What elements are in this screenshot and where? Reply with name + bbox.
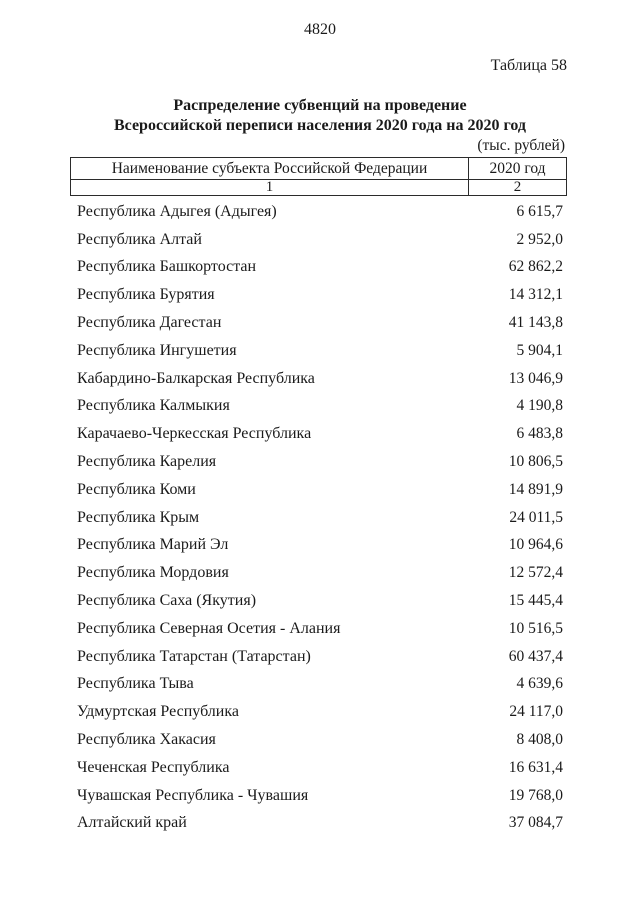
table-body: Республика Адыгея (Адыгея) 6 615,7 Респу… [70, 196, 567, 835]
subvention-amount: 14 891,9 [508, 480, 563, 498]
column-header-year: 2020 год [468, 158, 566, 179]
table-row: Республика Хакасия 8 408,0 [70, 724, 567, 752]
subvention-amount: 41 143,8 [508, 314, 563, 332]
region-name: Республика Башкортостан [77, 258, 257, 276]
subvention-amount: 10 964,6 [508, 536, 563, 554]
region-name: Республика Дагестан [77, 314, 222, 332]
table-row: Карачаево-Черкесская Республика 6 483,8 [70, 418, 567, 446]
table-row: Республика Крым 24 011,5 [70, 502, 567, 530]
table-row: Республика Мордовия 12 572,4 [70, 557, 567, 585]
table-header: Наименование субъекта Российской Федерац… [70, 157, 567, 196]
table-row: Республика Тыва 4 639,6 [70, 669, 567, 697]
title-line-1: Распределение субвенций на проведение [173, 97, 467, 114]
region-name: Республика Мордовия [77, 564, 229, 582]
region-name: Республика Саха (Якутия) [77, 592, 257, 610]
subvention-amount: 5 904,1 [516, 341, 564, 359]
table-row: Республика Бурятия 14 312,1 [70, 279, 567, 307]
table-row: Алтайский край 37 084,7 [70, 808, 567, 836]
region-name: Республика Хакасия [77, 731, 216, 749]
region-name: Республика Бурятия [77, 286, 215, 304]
subvention-amount: 60 437,4 [508, 647, 563, 665]
table-row: Чеченская Республика 16 631,4 [70, 752, 567, 780]
column-number-1: 1 [265, 179, 274, 195]
column-header-subject-name: Наименование субъекта Российской Федерац… [111, 160, 428, 177]
table-row: Республика Адыгея (Адыгея) 6 615,7 [70, 196, 567, 224]
column-number-2: 2 [468, 180, 566, 195]
table-row: Республика Алтай 2 952,0 [70, 224, 567, 252]
subvention-amount: 2 952,0 [516, 230, 564, 248]
table-row: Республика Ингушетия 5 904,1 [70, 335, 567, 363]
region-name: Удмуртская Республика [77, 703, 239, 721]
region-name: Республика Крым [77, 508, 200, 526]
table-row: Республика Саха (Якутия) 15 445,4 [70, 585, 567, 613]
table-row: Республика Татарстан (Татарстан) 60 437,… [70, 641, 567, 669]
subvention-amount: 16 631,4 [508, 758, 563, 776]
subvention-amount: 10 516,5 [508, 619, 563, 637]
table-row: Республика Башкортостан 62 862,2 [70, 252, 567, 280]
subvention-amount: 6 483,8 [516, 425, 564, 443]
region-name: Республика Алтай [77, 230, 202, 248]
table-row: Республика Марий Эл 10 964,6 [70, 530, 567, 558]
units-note: (тыс. рублей) [477, 137, 565, 154]
table-row: Кабардино-Балкарская Республика 13 046,9 [70, 363, 567, 391]
subvention-amount: 8 408,0 [516, 731, 564, 749]
subvention-amount: 62 862,2 [508, 258, 563, 276]
table-row: Республика Дагестан 41 143,8 [70, 307, 567, 335]
region-name: Республика Карелия [77, 453, 217, 471]
subvention-amount: 10 806,5 [508, 453, 563, 471]
region-name: Республика Тыва [77, 675, 194, 693]
subvention-amount: 37 084,7 [508, 814, 563, 832]
region-name: Республика Калмыкия [77, 397, 230, 415]
subvention-amount: 24 117,0 [509, 703, 563, 721]
title-line-2: Всероссийской переписи населения 2020 го… [113, 117, 527, 134]
region-name: Алтайский край [77, 814, 187, 832]
subvention-amount: 15 445,4 [508, 592, 563, 610]
region-name: Республика Северная Осетия - Алания [77, 619, 341, 637]
region-name: Карачаево-Черкесская Республика [77, 425, 312, 443]
table-caption-number: Таблица 58 [490, 57, 567, 74]
table-row: Республика Коми 14 891,9 [70, 474, 567, 502]
table-row: Республика Калмыкия 4 190,8 [70, 391, 567, 419]
page-number: 4820 [304, 21, 336, 38]
table-row: Республика Карелия 10 806,5 [70, 446, 567, 474]
subvention-amount: 6 615,7 [516, 202, 564, 220]
region-name: Республика Татарстан (Татарстан) [77, 647, 311, 665]
header-row-numbers: 1 2 [71, 179, 566, 195]
table-row: Удмуртская Республика 24 117,0 [70, 696, 567, 724]
region-name: Чувашская Республика - Чувашия [77, 786, 309, 804]
table-row: Чувашская Республика - Чувашия 19 768,0 [70, 780, 567, 808]
region-name: Республика Адыгея (Адыгея) [77, 202, 277, 220]
subvention-amount: 4 639,6 [516, 675, 564, 693]
region-name: Республика Ингушетия [77, 341, 237, 359]
subvention-amount: 4 190,8 [516, 397, 564, 415]
subvention-amount: 14 312,1 [508, 286, 563, 304]
document-title: Распределение субвенций на проведение Вс… [0, 96, 640, 136]
subvention-amount: 24 011,5 [509, 508, 563, 526]
region-name: Кабардино-Балкарская Республика [77, 369, 315, 387]
subvention-amount: 13 046,9 [508, 369, 563, 387]
header-row-labels: Наименование субъекта Российской Федерац… [71, 158, 566, 179]
subventions-table: Наименование субъекта Российской Федерац… [70, 157, 567, 835]
region-name: Чеченская Республика [77, 758, 230, 776]
table-row: Республика Северная Осетия - Алания 10 5… [70, 613, 567, 641]
region-name: Республика Марий Эл [77, 536, 229, 554]
region-name: Республика Коми [77, 480, 196, 498]
subvention-amount: 12 572,4 [508, 564, 563, 582]
subvention-amount: 19 768,0 [508, 786, 563, 804]
